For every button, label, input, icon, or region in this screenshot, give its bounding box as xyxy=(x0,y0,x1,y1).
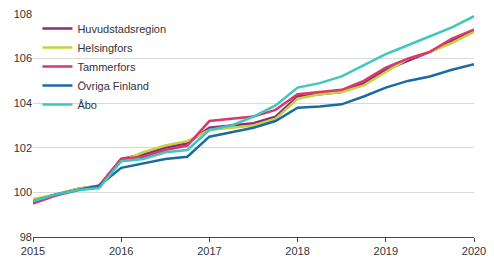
svg-text:Åbo: Åbo xyxy=(77,99,97,111)
svg-text:98: 98 xyxy=(20,231,32,243)
svg-text:104: 104 xyxy=(14,97,32,109)
svg-text:102: 102 xyxy=(14,142,32,154)
svg-text:Huvudstadsregion: Huvudstadsregion xyxy=(77,23,166,35)
svg-text:2015: 2015 xyxy=(21,245,45,257)
svg-text:2019: 2019 xyxy=(374,245,398,257)
svg-text:2020: 2020 xyxy=(462,245,486,257)
svg-text:2016: 2016 xyxy=(109,245,133,257)
svg-text:Övriga Finland: Övriga Finland xyxy=(77,80,149,92)
svg-text:2017: 2017 xyxy=(197,245,221,257)
svg-text:108: 108 xyxy=(14,8,32,20)
svg-text:100: 100 xyxy=(14,186,32,198)
svg-text:2018: 2018 xyxy=(285,245,309,257)
svg-text:Tammerfors: Tammerfors xyxy=(77,61,136,73)
svg-text:106: 106 xyxy=(14,52,32,64)
svg-text:Helsingfors: Helsingfors xyxy=(77,42,133,54)
